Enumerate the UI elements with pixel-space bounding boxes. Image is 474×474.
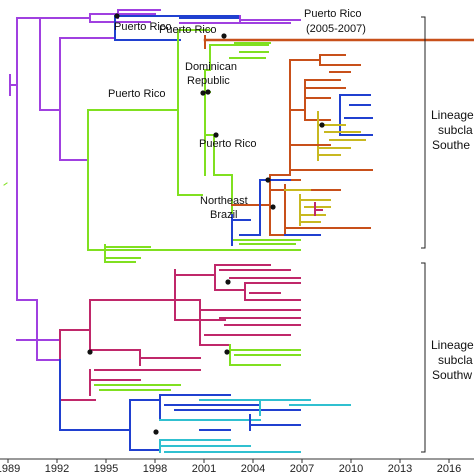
upper-lineage-label-2: subcla (438, 123, 473, 137)
tree-branches (3, 9, 474, 453)
node-marker (87, 349, 93, 355)
tree-branch (3, 182, 8, 186)
lower-lineage-bracket (421, 262, 426, 453)
label-puerto-rico-2: Puerto Rico (159, 24, 216, 36)
axis-tick-label: 2016 (437, 463, 461, 474)
label-dominican-republic: Dominican (185, 61, 237, 73)
label-puerto-rico-3: Puerto Rico (108, 88, 165, 100)
label-puerto-rico-4: Puerto Rico (304, 8, 361, 20)
node-marker (200, 90, 206, 96)
node-marker (205, 89, 211, 95)
node-marker (224, 349, 230, 355)
label-puerto-rico-1: Puerto Rico (114, 21, 171, 33)
label-puerto-rico-4-years: (2005-2007) (306, 23, 366, 35)
label-northeast-brazil: Northeast (200, 195, 248, 207)
axis-tick-label: 1989 (0, 463, 20, 474)
node-marker (213, 132, 219, 138)
lower-lineage-label-2: subcla (438, 353, 473, 367)
node-marker (153, 429, 159, 435)
time-axis-ticks: 1989 1992 1995 1998 2001 2004 2007 2010 2013 2016… (0, 459, 461, 474)
tree-nodes (87, 13, 325, 435)
axis-tick-label: 2001 (192, 463, 216, 474)
axis-tick-label: 1995 (94, 463, 118, 474)
upper-lineage-label-3: Southe (432, 138, 470, 152)
upper-lineage-bracket (421, 16, 426, 249)
node-marker (114, 13, 120, 19)
label-puerto-rico-5: Puerto Rico (199, 138, 256, 150)
axis-tick-label: 2010 (339, 463, 363, 474)
axis-tick-label: 1998 (143, 463, 167, 474)
label-northeast-brazil-2: Brazil (210, 209, 238, 221)
upper-lineage-label-1: Lineage (431, 108, 474, 122)
lower-lineage-label-1: Lineage (431, 338, 474, 352)
node-marker (270, 204, 276, 210)
axis-tick-label: 1992 (45, 463, 69, 474)
axis-tick-label: 2004 (241, 463, 265, 474)
label-dominican-republic-2: Republic (187, 75, 230, 87)
axis-tick-label: 2013 (388, 463, 412, 474)
lower-lineage-label-3: Southw (432, 368, 472, 382)
node-marker (319, 122, 325, 128)
node-marker (221, 33, 227, 39)
node-marker (225, 279, 231, 285)
axis-tick-label: 2007 (290, 463, 314, 474)
node-marker (265, 177, 271, 183)
